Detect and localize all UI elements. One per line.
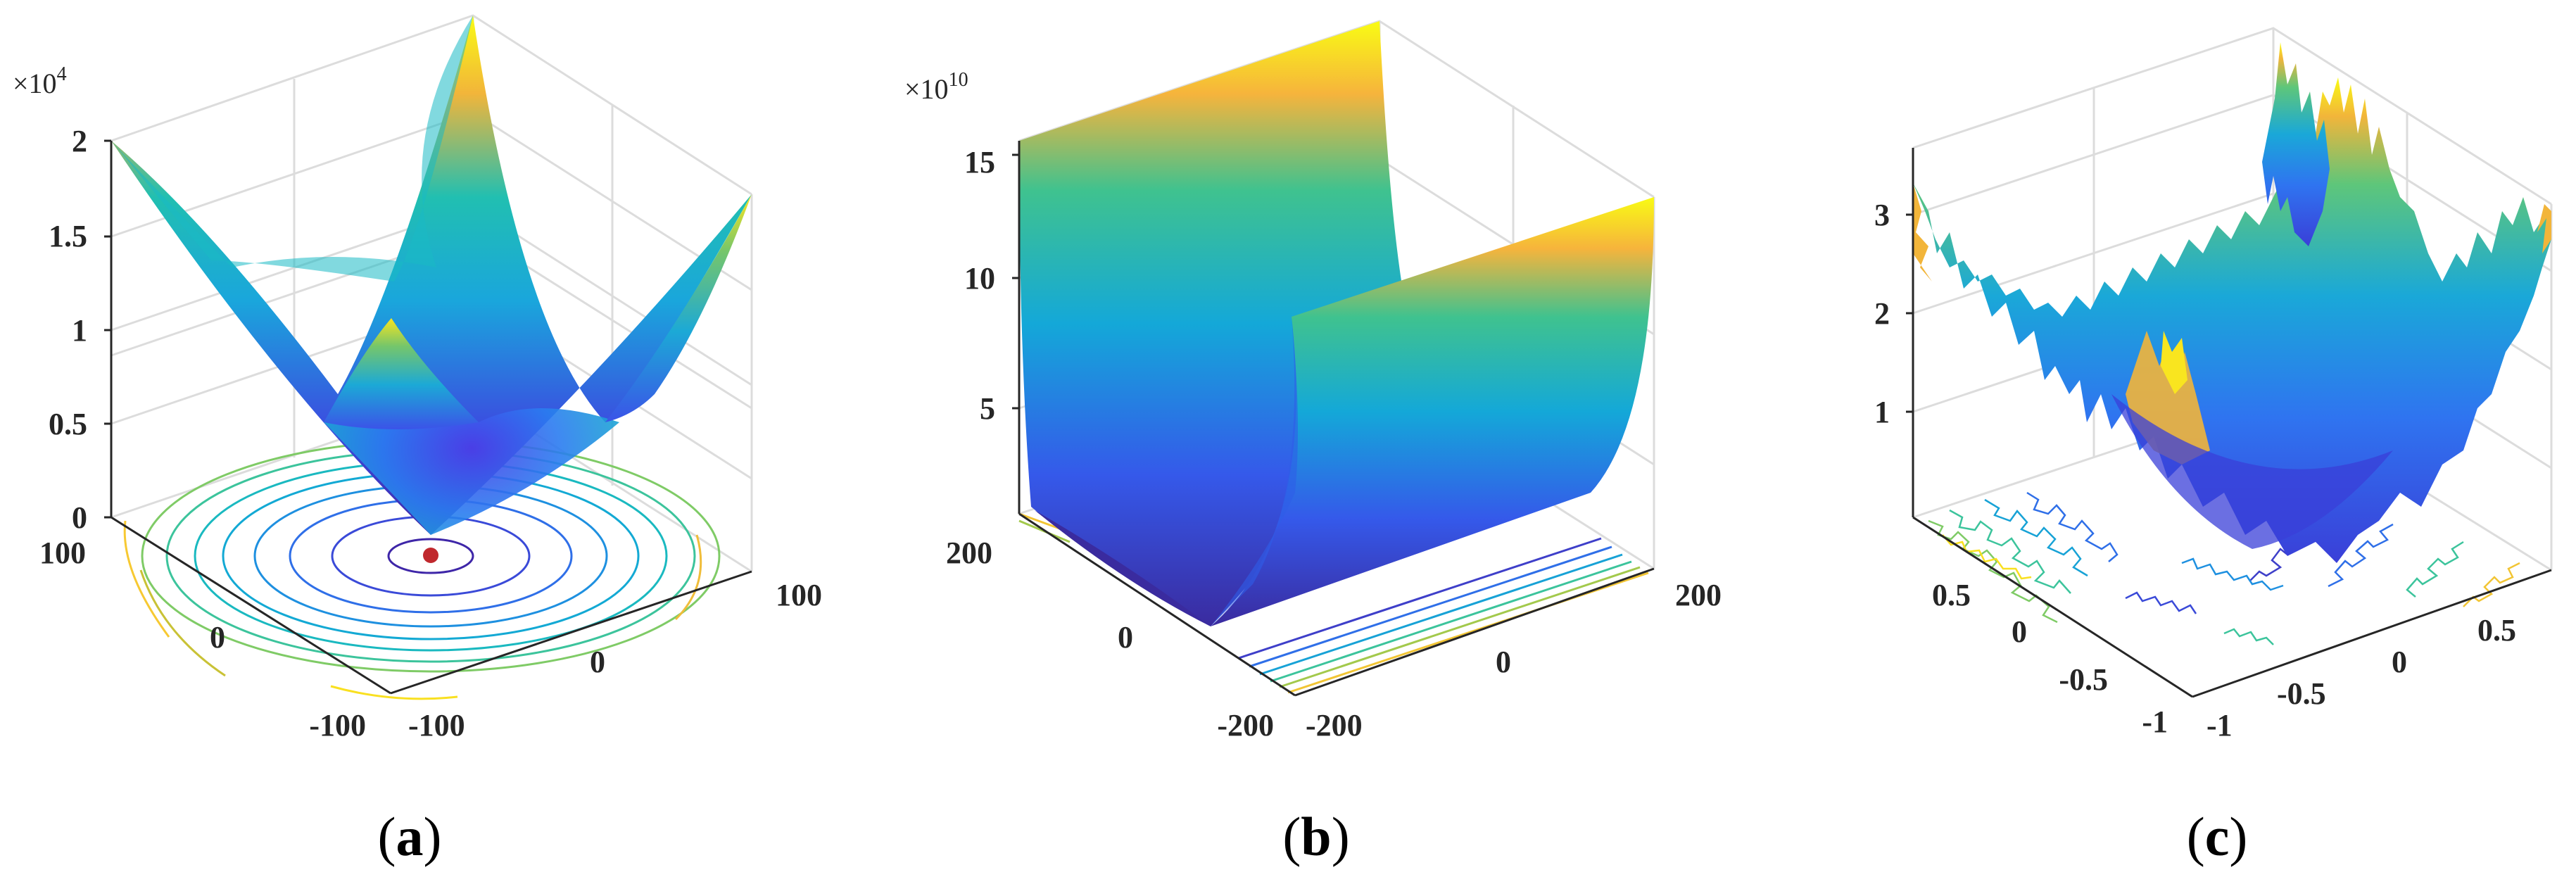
panel-b-caption: (b) — [1282, 806, 1349, 867]
panel-a-z-tick: 0.5 — [49, 407, 87, 441]
panel-c-surface — [1913, 42, 2551, 563]
panel-c-axes — [1906, 148, 2552, 698]
panel-c-x-tick: 0 — [2392, 645, 2407, 679]
panel-a-x-tick: 0 — [590, 645, 605, 679]
panel-b-z-tick: 5 — [980, 391, 995, 426]
panel-a: 2 1.5 1 0.5 0 ×104 100 0 -100 -100 0 100… — [13, 14, 822, 867]
panel-c-z-tick: 1 — [1874, 395, 1890, 429]
panel-c-y-tick: 0.5 — [1932, 578, 1971, 612]
panel-a-z-tick: 1.5 — [49, 219, 87, 253]
panel-a-x-tick: 100 — [776, 578, 822, 612]
panel-a-contours — [123, 439, 721, 700]
panel-a-minimum-marker — [423, 548, 438, 563]
panel-a-caption: (a) — [378, 806, 442, 867]
panel-c-x-tick: 0.5 — [2477, 613, 2516, 648]
panel-b-z-tick: 15 — [964, 145, 995, 179]
panel-a-y-tick: 100 — [39, 536, 86, 570]
panel-c: 3 2 1 0.5 0 -0.5 -1 -1 -0.5 0 0.5 (c) — [1874, 27, 2553, 867]
panel-a-z-tick: 1 — [72, 313, 87, 348]
panel-b-x-tick: 0 — [1496, 645, 1511, 679]
panel-a-z-tick: 2 — [72, 124, 87, 158]
panel-b-y-tick: 200 — [946, 536, 992, 570]
panel-a-surface — [111, 15, 752, 535]
panel-a-x-tick: -100 — [408, 708, 465, 743]
panel-b-surface — [1019, 21, 1654, 626]
panel-b-x-tick: -200 — [1306, 708, 1363, 743]
panel-b: 15 10 5 ×1010 200 0 -200 -200 0 200 (b) — [904, 20, 1722, 867]
panel-b-y-tick: -200 — [1217, 708, 1274, 743]
panel-b-z-tick: 10 — [964, 261, 995, 296]
panel-c-z-tick: 2 — [1874, 296, 1890, 331]
panel-a-z-tick: 0 — [72, 500, 87, 535]
panel-b-axes — [1012, 141, 1655, 697]
panel-c-z-tick: 3 — [1874, 198, 1890, 232]
panel-b-y-tick: 0 — [1118, 620, 1133, 655]
panel-a-y-tick: -100 — [309, 708, 366, 743]
panel-c-caption: (c) — [2187, 806, 2248, 867]
panel-b-x-tick: 200 — [1675, 578, 1722, 612]
panel-c-y-tick: 0 — [2012, 614, 2027, 649]
panel-c-y-tick: -1 — [2142, 705, 2168, 739]
panel-c-x-tick: -0.5 — [2277, 676, 2326, 711]
panel-c-y-tick: -0.5 — [2059, 662, 2108, 697]
panel-a-axes — [104, 139, 752, 695]
panel-a-y-tick: 0 — [210, 620, 225, 655]
panel-a-z-exponent: ×104 — [13, 63, 67, 99]
panel-c-x-tick: -1 — [2206, 708, 2233, 743]
panel-b-z-exponent: ×1010 — [904, 69, 968, 105]
